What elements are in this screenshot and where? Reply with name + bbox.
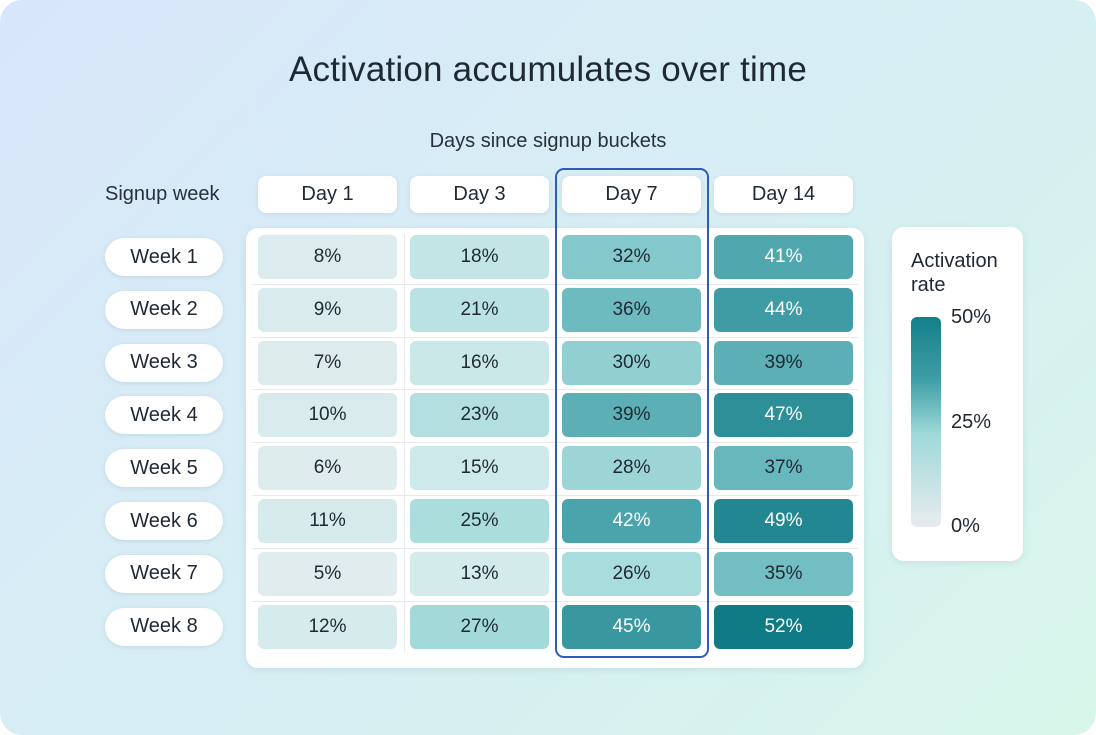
row-label-week-4: Week 4 (105, 396, 223, 435)
grid-divider-horizontal (252, 442, 858, 444)
legend-title-line-2: rate (911, 274, 946, 296)
heatmap-cell: 39% (714, 340, 853, 385)
grid-divider-horizontal (252, 600, 858, 602)
heatmap-cell: 41% (714, 235, 853, 279)
chart-title: Activation accumulates over time (288, 50, 807, 89)
heatmap-cell: 18% (410, 235, 549, 279)
heatmap-cell: 27% (410, 604, 549, 649)
legend-title-line-1: Activation (911, 250, 998, 272)
heatmap-cell: 25% (410, 499, 549, 543)
row-label-week-7: Week 7 (105, 554, 223, 593)
heatmap-cell: 9% (258, 287, 397, 332)
legend-tick-mid: 25% (951, 411, 992, 433)
heatmap-cell: 15% (410, 446, 549, 491)
column-header-day-3: Day 3 (410, 176, 549, 213)
column-header-day-14: Day 14 (714, 176, 853, 213)
heatmap-cell: 16% (410, 340, 549, 385)
heatmap-cell: 42% (562, 499, 701, 543)
row-label-week-8: Week 8 (105, 607, 223, 646)
heatmap-cell: 32% (562, 235, 701, 279)
grid-divider-horizontal (252, 336, 858, 338)
heatmap-cell: 44% (714, 287, 853, 332)
legend-title: Activation rate (911, 249, 998, 297)
row-label-week-6: Week 6 (105, 502, 223, 540)
heatmap-cell: 21% (410, 287, 549, 332)
column-header-day-7: Day 7 (562, 176, 701, 213)
heatmap-cell: 52% (714, 604, 853, 649)
heatmap-cell: 39% (562, 393, 701, 438)
row-label-week-5: Week 5 (105, 449, 223, 488)
heatmap-cell: 47% (714, 393, 853, 438)
x-axis-title: Days since signup buckets (429, 130, 667, 152)
y-axis-title: Signup week (105, 183, 220, 205)
column-header-day-1: Day 1 (258, 176, 397, 213)
heatmap-cell: 35% (714, 551, 853, 596)
legend-tick-min: 0% (951, 515, 980, 537)
heatmap-cell: 6% (258, 446, 397, 491)
heatmap-cell: 36% (562, 287, 701, 332)
grid-divider-horizontal (252, 283, 858, 285)
heatmap-cell: 12% (258, 604, 397, 649)
grid-divider-horizontal (252, 547, 858, 549)
row-label-week-1: Week 1 (105, 238, 223, 276)
heatmap-cell: 26% (562, 551, 701, 596)
heatmap-cell: 8% (258, 235, 397, 279)
heatmap-cell: 45% (562, 604, 701, 649)
heatmap-cell: 28% (562, 446, 701, 491)
heatmap-cell: 13% (410, 551, 549, 596)
heatmap-cell: 7% (258, 340, 397, 385)
heatmap-cell: 49% (714, 499, 853, 543)
heatmap-cell: 23% (410, 393, 549, 438)
row-label-week-2: Week 2 (105, 290, 223, 329)
heatmap-cell: 10% (258, 393, 397, 438)
heatmap-cell: 11% (258, 499, 397, 543)
grid-divider-horizontal (252, 389, 858, 391)
heatmap-cell: 30% (562, 340, 701, 385)
heatmap-cell: 37% (714, 446, 853, 491)
row-label-week-3: Week 3 (105, 343, 223, 382)
legend-tick-max: 50% (951, 306, 992, 328)
heatmap-cell: 5% (258, 551, 397, 596)
legend-gradient-bar (911, 317, 941, 527)
grid-divider-horizontal (252, 495, 858, 496)
color-legend: Activation rate 50% 25% 0% (892, 227, 1023, 561)
